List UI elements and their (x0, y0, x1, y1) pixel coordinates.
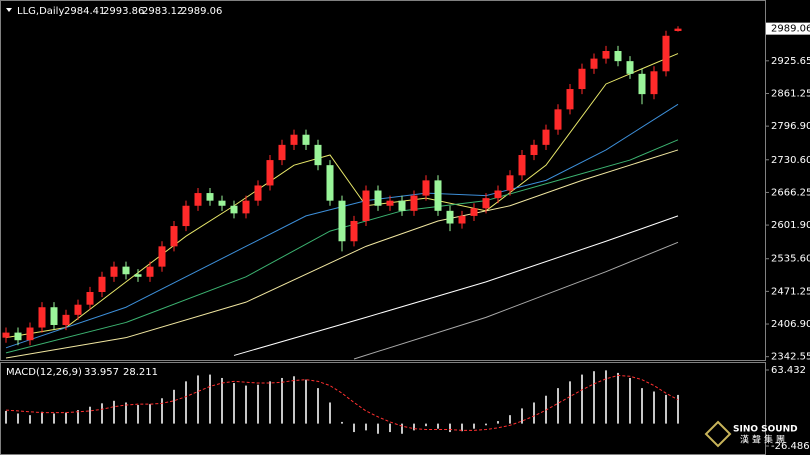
candle-body (650, 71, 658, 95)
candle-body (422, 180, 430, 196)
candle-body (386, 200, 394, 206)
candle-body (638, 73, 646, 95)
candle-body (38, 307, 46, 328)
open-value: 2984.41 (64, 6, 105, 17)
candle-body (302, 134, 310, 145)
high-value: 2993.86 (103, 6, 144, 17)
candle-body (434, 180, 442, 211)
candle-body (182, 205, 190, 227)
candle-body (590, 58, 598, 69)
candle-body (410, 195, 418, 211)
candle-body (674, 28, 682, 31)
candle-body (614, 50, 622, 62)
candle-body (314, 144, 322, 166)
candle-body (470, 208, 478, 216)
main-panel (0, 0, 766, 361)
candle-body (554, 109, 562, 130)
candle-body (146, 266, 154, 277)
candle-body (74, 304, 82, 315)
moving-average (353, 241, 679, 360)
candle-body (602, 50, 610, 59)
candle-body (398, 200, 406, 211)
candle-body (158, 246, 166, 267)
low-value: 2983.12 (142, 6, 183, 17)
candle-body (62, 314, 70, 325)
moving-average (5, 103, 679, 349)
candle-body (362, 190, 370, 221)
signal-line (5, 374, 679, 431)
candle-body (278, 144, 286, 161)
y-tick-label: 2471.25 (771, 286, 810, 297)
candle-body (290, 134, 298, 145)
y-tick-label: 2406.90 (771, 319, 810, 330)
candle-body (170, 226, 178, 247)
candle-body (350, 220, 358, 242)
candle-body (50, 307, 58, 325)
candle-body (266, 160, 274, 186)
candle-body (122, 266, 130, 275)
candle-body (566, 89, 574, 110)
y-tick-label: 63.432 (771, 365, 806, 376)
signal-value: 28.211 (123, 367, 158, 378)
candle-body (254, 185, 262, 201)
candle-body (374, 190, 382, 206)
candle-body (134, 274, 142, 277)
candle-body (446, 210, 454, 224)
candle-body (506, 175, 514, 191)
candle-body (110, 266, 118, 277)
y-tick-label: 2796.90 (771, 121, 810, 132)
candle-body (578, 68, 586, 90)
price-marker (766, 22, 810, 35)
candle-body (662, 35, 670, 72)
candle-body (242, 200, 250, 214)
y-tick-label: 2535.60 (771, 254, 810, 265)
candle-body (458, 215, 466, 224)
y-tick-label: 2925.65 (771, 56, 810, 67)
y-tick-label: 2861.25 (771, 88, 810, 99)
candle-body (194, 193, 202, 206)
candle-body (98, 276, 106, 293)
candle-body (2, 332, 10, 338)
candle-body (206, 193, 214, 201)
candle-body (230, 205, 238, 214)
candle-body (338, 200, 346, 242)
candle-body (494, 190, 502, 199)
y-tick-label: 2730.60 (771, 155, 810, 166)
y-tick-label: -26.486 (771, 441, 810, 452)
macd-title: MACD(12,26,9) (6, 367, 82, 378)
candle-body (14, 332, 22, 341)
current-price: 2989.06 (771, 24, 810, 35)
candle-body (218, 200, 226, 206)
logo (704, 420, 732, 448)
y-tick-label: 2342.55 (771, 352, 810, 363)
y-tick-label: 2666.25 (771, 187, 810, 198)
watermark: SINO SOUND 漢聲集團 (704, 420, 798, 448)
macd-value: 33.957 (84, 367, 119, 378)
menu-arrow (6, 8, 12, 12)
watermark-subtitle: 漢聲集團 (740, 434, 788, 446)
watermark-name: SINO SOUND (733, 425, 798, 435)
y-tick-label: 2601.90 (771, 220, 810, 231)
candle-body (26, 327, 34, 341)
candle-body (518, 155, 526, 176)
moving-average (5, 149, 679, 359)
candle-body (626, 61, 634, 74)
candle-body (542, 129, 550, 145)
candle-body (86, 292, 94, 305)
close-value: 2989.06 (181, 6, 222, 17)
candle-body (326, 165, 334, 201)
chart-title: LLG,Daily (17, 6, 64, 17)
candle-body (482, 198, 490, 209)
candle-body (530, 144, 538, 156)
moving-average (233, 215, 679, 356)
